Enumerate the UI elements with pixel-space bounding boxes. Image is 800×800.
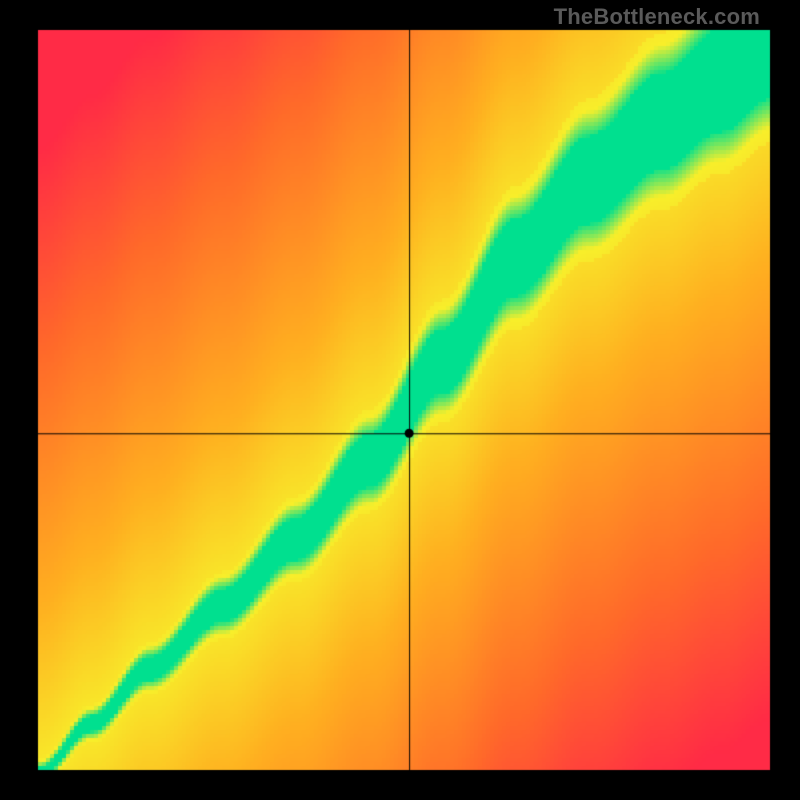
bottleneck-heatmap: [0, 0, 800, 800]
chart-container: TheBottleneck.com: [0, 0, 800, 800]
watermark-text: TheBottleneck.com: [554, 4, 760, 30]
